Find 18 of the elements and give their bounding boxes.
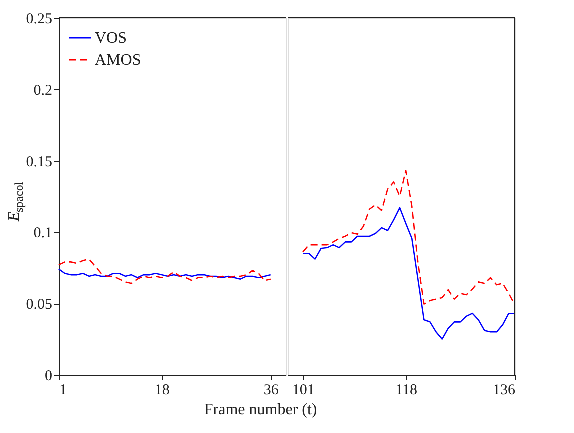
x-tick-label: 1 [60,382,67,398]
x-axis-title: Frame number (t) [204,402,318,418]
x-tick-label: 36 [264,382,280,398]
line-series [58,258,272,284]
legend-label: VOS [95,30,128,47]
x-tick-label: 136 [493,382,516,398]
y-tick-label: 0.15 [26,154,52,170]
y-tick-label: 0.25 [26,12,52,28]
x-tick-label: 101 [292,382,315,398]
x-tick-label: 18 [154,382,170,398]
x-tick-label: 118 [396,382,418,398]
y-tick-label: 0 [45,368,52,384]
y-axis-title: Espacol [6,181,26,222]
y-tick-label: 0.1 [34,226,52,242]
y-tick-label: 0.2 [34,82,52,99]
line-series [58,268,272,280]
legend-label: AMOS [95,52,142,69]
y-tick-label: 0.05 [26,297,52,314]
